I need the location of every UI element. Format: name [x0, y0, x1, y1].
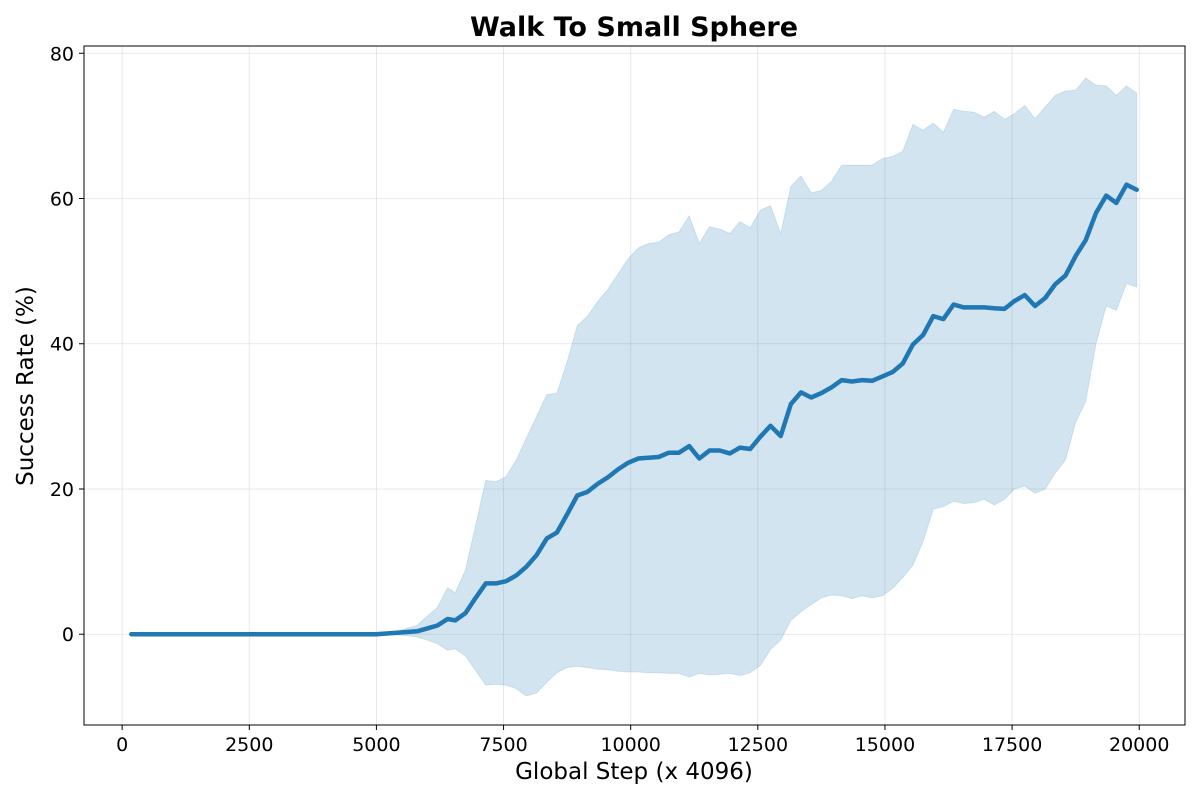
x-axis: 0 2500 5000 7500 10000 12500 15000 17500 20000: [116, 725, 1169, 756]
x-tick-label: 2500: [225, 734, 273, 756]
y-tick-label: 20: [50, 479, 74, 501]
y-tick-label: 0: [62, 624, 74, 646]
grid: [84, 46, 1185, 725]
y-axis-label: Success Rate (%): [13, 286, 39, 486]
plot-frame: [83, 45, 1186, 726]
x-tick-label: 20000: [1109, 734, 1169, 756]
x-tick-label: 12500: [728, 734, 788, 756]
x-tick-label: 17500: [982, 734, 1042, 756]
x-axis-label: Global Step (x 4096): [515, 759, 753, 785]
mean-line: [129, 182, 1139, 637]
x-tick-label: 10000: [600, 734, 660, 756]
confidence-band: [131, 77, 1138, 697]
x-tick-label: 5000: [352, 734, 400, 756]
x-tick-label: 15000: [855, 734, 915, 756]
x-tick-label: 0: [116, 734, 128, 756]
y-tick-label: 60: [50, 189, 74, 211]
y-tick-label: 80: [50, 43, 74, 65]
chart-title: Walk To Small Sphere: [470, 12, 798, 43]
y-tick-label: 40: [50, 334, 74, 356]
x-tick-label: 7500: [479, 734, 527, 756]
y-axis: 0 20 40 60 80: [50, 43, 84, 646]
